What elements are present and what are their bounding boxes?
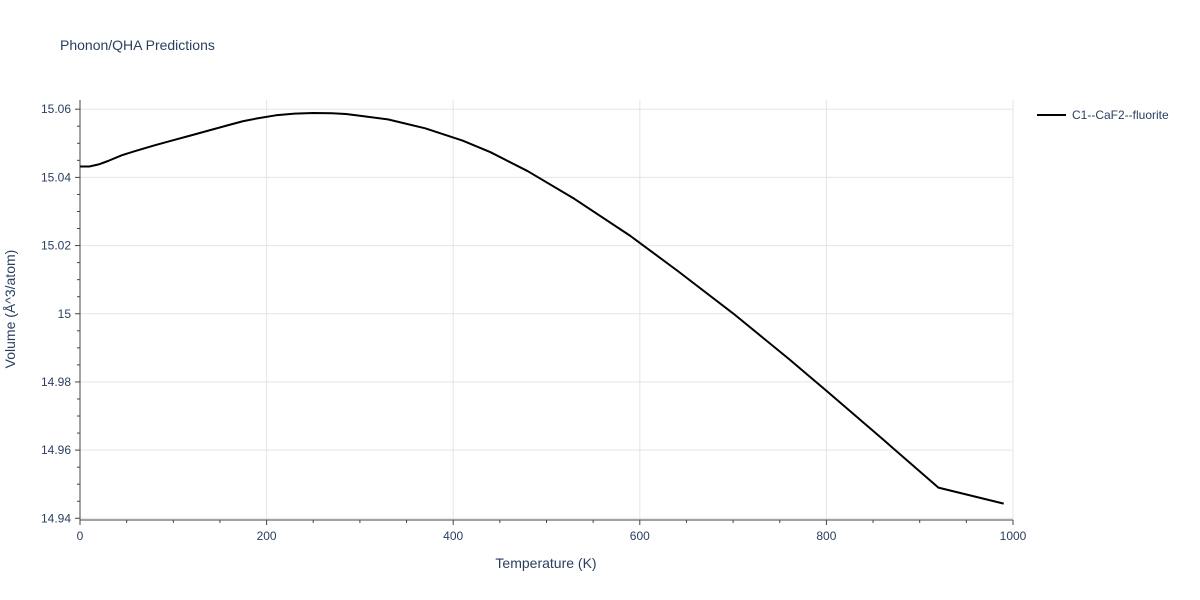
- x-tick-label: 0: [77, 529, 84, 543]
- x-tick-label: 800: [816, 529, 836, 543]
- y-tick-label: 15.04: [41, 170, 71, 184]
- grid-lines: [80, 100, 1014, 520]
- plot-area: [80, 112, 1004, 505]
- y-tick-label: 15.02: [41, 239, 71, 253]
- y-tick-label: 14.98: [41, 375, 71, 389]
- tick-labels: 0 200 400 600 800 1000 14.94 14.96 14.98 15 15.02 1…: [41, 102, 1027, 543]
- legend: C1--CaF2--fluorite: [1037, 108, 1169, 122]
- axes: [75, 100, 1014, 525]
- chart-title: Phonon/QHA Predictions: [60, 37, 215, 53]
- y-tick-label: 15.06: [41, 102, 71, 116]
- x-tick-label: 400: [443, 529, 463, 543]
- x-tick-label: 200: [257, 529, 277, 543]
- y-tick-label: 15: [58, 307, 72, 321]
- y-axis-title: Volume (Å^3/atom): [2, 250, 18, 369]
- y-tick-label: 14.96: [41, 443, 71, 457]
- x-tick-label: 600: [630, 529, 650, 543]
- series-line: [80, 112, 1004, 505]
- legend-label: C1--CaF2--fluorite: [1072, 108, 1169, 122]
- y-tick-label: 14.94: [41, 511, 71, 525]
- x-axis-title: Temperature (K): [495, 555, 596, 571]
- x-tick-label: 1000: [1000, 529, 1027, 543]
